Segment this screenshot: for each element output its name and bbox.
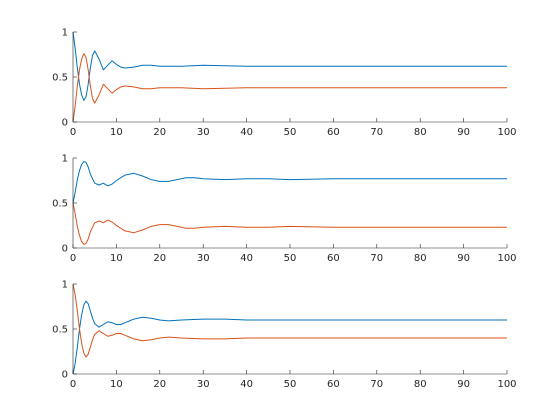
x-tick-label: 70 xyxy=(370,127,383,138)
y-tick-label: 0.5 xyxy=(52,73,68,84)
y-tick-label: 1 xyxy=(62,154,68,165)
x-tick-label: 20 xyxy=(153,127,166,138)
x-tick-label: 60 xyxy=(327,379,340,390)
y-tick-label: 0 xyxy=(62,118,68,129)
x-tick-label: 80 xyxy=(414,127,427,138)
y-tick-label: 0 xyxy=(62,244,68,255)
x-tick-label: 60 xyxy=(327,127,340,138)
y-tick-label: 1 xyxy=(62,280,68,291)
x-tick-label: 100 xyxy=(497,127,516,138)
series-line-blue-panel-1 xyxy=(72,31,507,101)
chart-panel-3: 0 10 20 30 40 50 60 70 80 90 100 0 0.5 1 xyxy=(52,280,516,391)
x-tick-label: 100 xyxy=(497,379,516,390)
x-tick-label: 30 xyxy=(197,127,210,138)
x-tick-label: 70 xyxy=(370,253,383,264)
x-tick-label: 40 xyxy=(240,253,253,264)
x-tick-label: 50 xyxy=(284,127,297,138)
chart-panel-1: 0 10 20 30 40 50 60 70 80 90 100 0 0.5 1 xyxy=(52,28,516,139)
y-tick-label: 0 xyxy=(62,370,68,381)
series-line-blue-panel-3 xyxy=(72,300,507,375)
x-tick-label: 60 xyxy=(327,253,340,264)
x-tick-label: 80 xyxy=(414,253,427,264)
x-tick-label: 50 xyxy=(284,253,297,264)
x-tick-label: 20 xyxy=(153,253,166,264)
series-line-orange-panel-2 xyxy=(72,202,507,245)
series-line-blue-panel-2 xyxy=(72,161,507,204)
x-tick-label: 40 xyxy=(240,379,253,390)
x-tick-label: 0 xyxy=(70,253,76,264)
x-tick-label: 50 xyxy=(284,379,297,390)
x-tick-label: 40 xyxy=(240,127,253,138)
y-tick-label: 0.5 xyxy=(52,199,68,210)
x-tick-label: 20 xyxy=(153,379,166,390)
series-line-orange-panel-3 xyxy=(72,283,507,358)
x-tick-label: 10 xyxy=(110,379,123,390)
x-tick-label: 30 xyxy=(197,379,210,390)
x-tick-label: 10 xyxy=(110,127,123,138)
y-tick-label: 1 xyxy=(62,28,68,39)
x-tick-label: 10 xyxy=(110,253,123,264)
x-tick-label: 90 xyxy=(457,127,470,138)
x-tick-label: 80 xyxy=(414,379,427,390)
x-tick-label: 100 xyxy=(497,253,516,264)
series-line-orange-panel-1 xyxy=(72,53,507,123)
x-tick-label: 70 xyxy=(370,379,383,390)
x-tick-label: 0 xyxy=(70,379,76,390)
x-tick-label: 90 xyxy=(457,253,470,264)
x-tick-label: 30 xyxy=(197,253,210,264)
y-tick-label: 0.5 xyxy=(52,325,68,336)
x-tick-label: 0 xyxy=(70,127,76,138)
x-tick-label: 90 xyxy=(457,379,470,390)
chart-panel-2: 0 10 20 30 40 50 60 70 80 90 100 0 0.5 1 xyxy=(52,154,516,265)
